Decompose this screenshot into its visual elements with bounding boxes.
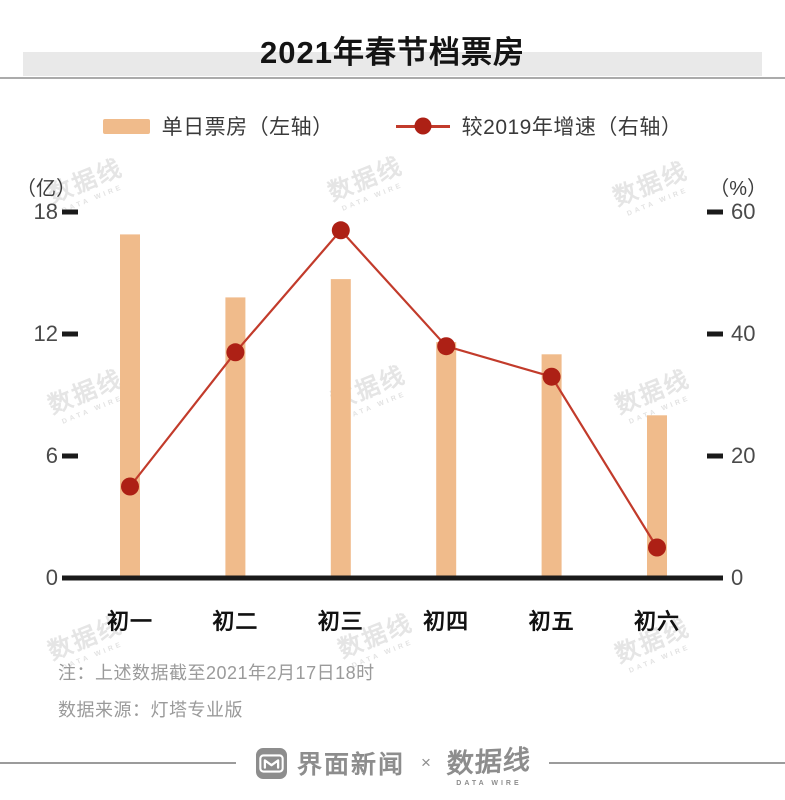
x-axis-label-初四: 初四 — [423, 609, 470, 634]
left-axis-tick-label-0: 0 — [45, 565, 58, 590]
jiemian-logo-icon — [256, 747, 288, 779]
bar-初三 — [330, 279, 351, 578]
x-axis-label-初三: 初三 — [317, 609, 364, 634]
datawire-logo-text: 数据线 — [445, 744, 532, 779]
note-data-cutoff: 注：上述数据截至2021年2月17日18时 — [58, 663, 375, 683]
legend-label-line: 较2019年增速（右轴） — [461, 116, 683, 139]
dot-marker-icon — [414, 117, 432, 135]
left-axis-unit: （亿） — [16, 178, 76, 200]
bar-初一 — [120, 234, 140, 578]
x-axis-label-初五: 初五 — [528, 609, 575, 634]
datawire-logo: 数据线 DATA WIRE — [445, 740, 532, 787]
growth-dot-初四 — [437, 337, 456, 356]
bar-初五 — [541, 354, 562, 578]
note-data-source: 数据来源：灯塔专业版 — [58, 700, 243, 720]
footer-right-rule — [548, 762, 785, 764]
footer: 界面新闻 × 数据线 DATA WIRE — [0, 740, 785, 787]
bar-swatch-icon — [102, 118, 150, 134]
legend-item-daily-boxoffice: 单日票房（左轴） — [102, 111, 334, 141]
growth-line — [129, 228, 658, 549]
x-axis-label-初二: 初二 — [212, 609, 259, 634]
legend-label-bar: 单日票房（左轴） — [161, 116, 334, 139]
growth-dot-初五 — [542, 367, 561, 386]
bar-初二 — [225, 297, 246, 578]
legend-item-growth: 较2019年增速（右轴） — [395, 111, 683, 141]
footer-left-rule — [0, 762, 237, 764]
growth-dot-初六 — [648, 538, 666, 557]
left-axis-tick-label-6: 6 — [45, 443, 58, 468]
jiemian-logo-text: 界面新闻 — [297, 751, 406, 779]
right-axis-tick-label-20: 20 — [731, 443, 756, 468]
x-axis-label-初一: 初一 — [106, 609, 153, 634]
x-axis-label-初六: 初六 — [633, 609, 680, 634]
footer-separator: × — [421, 753, 431, 772]
right-axis-unit: （%） — [709, 178, 767, 200]
line-dot-swatch-icon — [395, 117, 450, 135]
left-axis-tick-label-18: 18 — [33, 199, 58, 224]
right-axis-tick-label-40: 40 — [731, 321, 756, 346]
bar-初四 — [436, 342, 457, 578]
growth-dot-初二 — [226, 343, 245, 362]
right-axis-tick-label-0: 0 — [731, 565, 744, 590]
left-axis-tick-label-12: 12 — [33, 321, 58, 346]
growth-dot-初三 — [331, 221, 350, 240]
title-divider — [0, 77, 785, 79]
legend: 单日票房（左轴） 较2019年增速（右轴） — [0, 110, 785, 142]
right-axis-tick-label-60: 60 — [731, 199, 756, 224]
title-band — [23, 52, 762, 76]
growth-dot-初一 — [121, 477, 139, 496]
datawire-logo-subtext: DATA WIRE — [456, 779, 522, 787]
page-title: 2021年春节档票房 — [260, 35, 525, 70]
